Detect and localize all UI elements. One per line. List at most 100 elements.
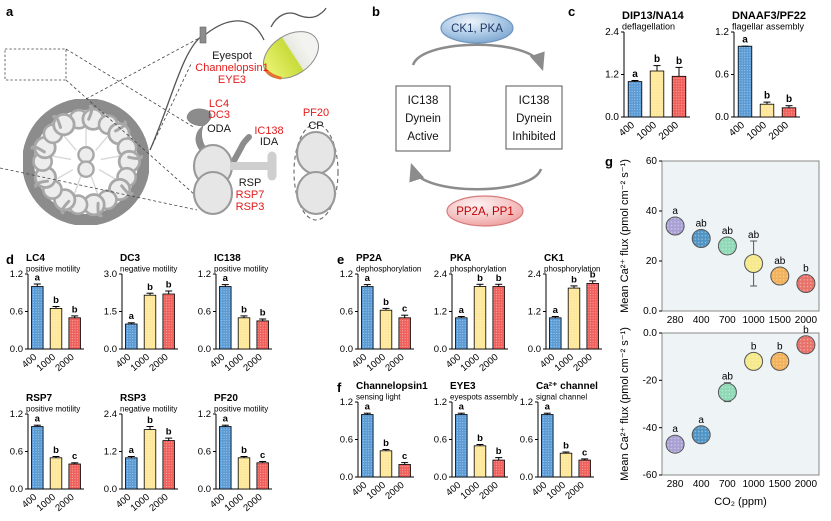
svg-text:a: a [545, 402, 551, 413]
svg-text:2.4: 2.4 [104, 409, 117, 420]
svg-text:b: b [496, 273, 502, 284]
svg-text:1.2: 1.2 [434, 307, 447, 318]
svg-text:1.2: 1.2 [520, 397, 533, 408]
svg-text:b: b [53, 445, 59, 456]
svg-text:1000: 1000 [459, 480, 482, 502]
svg-text:a: a [223, 414, 229, 425]
svg-text:0.0: 0.0 [104, 484, 117, 495]
svg-text:sensing light: sensing light [356, 393, 401, 402]
svg-text:c: c [582, 447, 587, 458]
svg-text:0.0: 0.0 [643, 306, 657, 317]
svg-text:ab: ab [722, 372, 734, 383]
svg-text:ab: ab [748, 230, 760, 241]
svg-text:RSP7: RSP7 [236, 189, 265, 201]
svg-text:b: b [260, 308, 266, 319]
svg-text:2.4: 2.4 [528, 269, 541, 280]
svg-text:b: b [803, 325, 809, 336]
svg-text:RSP3: RSP3 [236, 201, 265, 213]
svg-text:1000: 1000 [35, 492, 58, 514]
svg-text:0.6: 0.6 [198, 447, 211, 458]
svg-text:2000: 2000 [241, 352, 264, 374]
svg-text:0.0: 0.0 [104, 344, 117, 355]
svg-text:DNAAF3/PF22: DNAAF3/PF22 [732, 10, 806, 22]
svg-text:2.4: 2.4 [605, 27, 619, 38]
svg-text:0.0: 0.0 [198, 344, 211, 355]
svg-text:b: b [383, 297, 389, 308]
svg-text:c: c [72, 451, 77, 462]
svg-text:1000: 1000 [553, 352, 576, 374]
svg-text:b: b [751, 341, 757, 352]
svg-text:a: a [632, 69, 638, 80]
svg-text:a: a [223, 273, 229, 284]
svg-text:b: b [477, 433, 483, 444]
svg-text:0.0: 0.0 [10, 344, 23, 355]
svg-text:2000: 2000 [147, 492, 170, 514]
svg-text:1.2: 1.2 [10, 409, 23, 420]
svg-text:a: a [459, 402, 465, 413]
svg-text:0.0: 0.0 [715, 112, 729, 123]
svg-text:c: c [402, 451, 407, 462]
svg-text:DIP13/NA14: DIP13/NA14 [622, 10, 685, 22]
svg-text:IC138: IC138 [408, 95, 439, 107]
svg-text:b: b [147, 282, 153, 293]
svg-text:dephosphorylation: dephosphorylation [356, 265, 421, 274]
svg-text:2000: 2000 [571, 352, 594, 374]
svg-text:Mean Ca²⁺ flux (pmol cm⁻² s⁻¹): Mean Ca²⁺ flux (pmol cm⁻² s⁻¹) [619, 159, 631, 313]
svg-text:a: a [672, 206, 678, 217]
svg-text:400: 400 [617, 120, 637, 139]
svg-text:phosphorylation: phosphorylation [450, 265, 506, 274]
svg-text:1000: 1000 [365, 480, 388, 502]
svg-text:1.2: 1.2 [10, 269, 23, 280]
svg-text:Channelopsin1: Channelopsin1 [195, 62, 268, 74]
svg-text:CP: CP [308, 120, 323, 132]
svg-text:signal channel: signal channel [536, 393, 587, 402]
svg-text:1.2: 1.2 [528, 307, 541, 318]
svg-text:0.6: 0.6 [10, 447, 23, 458]
svg-text:PF20: PF20 [303, 107, 329, 119]
svg-text:CO₂ (ppm): CO₂ (ppm) [714, 496, 767, 508]
svg-text:Inhibited: Inhibited [512, 131, 555, 143]
svg-text:b: b [166, 280, 172, 291]
svg-text:a: a [553, 305, 559, 316]
svg-text:EYE3: EYE3 [218, 74, 246, 86]
svg-text:a: a [365, 402, 371, 413]
svg-text:2000: 2000 [477, 352, 500, 374]
svg-text:1000: 1000 [129, 492, 152, 514]
svg-text:b: b [53, 295, 59, 306]
svg-text:0.0: 0.0 [340, 344, 353, 355]
svg-text:1000: 1000 [635, 120, 659, 143]
svg-text:ab: ab [696, 219, 708, 230]
svg-text:2000: 2000 [383, 480, 406, 502]
svg-text:1.2: 1.2 [340, 269, 353, 280]
svg-text:400: 400 [727, 120, 747, 139]
svg-text:negative motility: negative motility [120, 405, 177, 414]
svg-text:0.0: 0.0 [10, 484, 23, 495]
svg-text:b: b [786, 94, 792, 105]
svg-text:a: a [672, 424, 678, 435]
svg-text:0.6: 0.6 [198, 307, 211, 318]
svg-text:positive motility: positive motility [214, 265, 268, 274]
svg-text:1000: 1000 [223, 352, 246, 374]
svg-text:negative motility: negative motility [120, 265, 177, 274]
svg-text:2000: 2000 [477, 480, 500, 502]
svg-text:0.6: 0.6 [340, 435, 353, 446]
svg-text:deflagellation: deflagellation [622, 22, 675, 32]
svg-text:2000: 2000 [383, 352, 406, 374]
svg-text:b: b [477, 273, 483, 284]
svg-text:0.6: 0.6 [715, 70, 729, 81]
svg-text:1000: 1000 [459, 352, 482, 374]
svg-text:1000: 1000 [223, 492, 246, 514]
svg-text:1000: 1000 [35, 352, 58, 374]
svg-text:phosphorylation: phosphorylation [544, 265, 600, 274]
svg-text:Channelopsin1: Channelopsin1 [356, 381, 428, 392]
svg-text:20: 20 [646, 256, 658, 267]
svg-text:positive motility: positive motility [26, 265, 80, 274]
svg-text:PF20: PF20 [214, 393, 238, 404]
svg-text:b: b [241, 445, 247, 456]
svg-text:-20: -20 [643, 376, 658, 387]
svg-text:2000: 2000 [657, 120, 681, 143]
svg-text:IDA: IDA [260, 136, 279, 148]
svg-text:b: b [72, 304, 78, 315]
svg-text:1000: 1000 [545, 480, 568, 502]
svg-text:c: c [260, 450, 265, 461]
